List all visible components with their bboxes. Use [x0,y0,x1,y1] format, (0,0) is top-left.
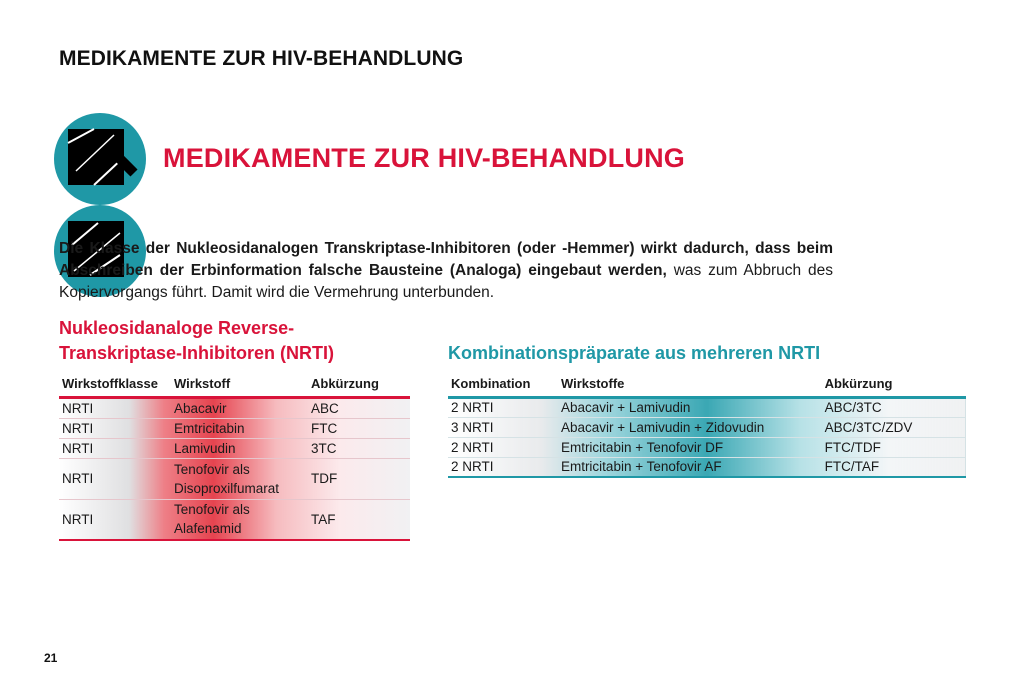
column-header: Wirkstoffe [560,375,625,391]
logo-mark-icon [54,205,146,297]
table-header-row: Wirkstoffklasse Wirkstoff Abkürzung [59,371,410,397]
intro-normal-text: was zum Abbruch des Kopiervorgangs führt… [59,262,833,301]
nrti-table: Wirkstoffklasse Wirkstoff Abkürzung NRTI… [59,371,410,541]
table-cell: FTC/TDF [821,437,966,457]
table-cell: Tenofovir als Disoproxilfumarat [174,461,280,496]
combination-table: Kombination Wirkstoffe Abkürzung 2 NRTI … [448,371,966,478]
table-row: NRTI Tenofovir als Disoproxilfumarat TDF [59,458,410,499]
table-cell: Emtricitabin + Tenofovir AF [560,459,722,475]
column-header: Wirkstoffklasse [62,375,158,391]
table-cell: Tenofovir als Alafenamid [174,502,250,537]
table-cell: 2 NRTI [451,459,494,475]
page-header-title: MEDIKAMENTE ZUR HIV-BEHANDLUNG [59,47,464,70]
table-cell: ABC/3TC [821,397,966,417]
table-cell: TAF [311,511,336,527]
table-cell: ABC [311,400,339,416]
table-cell: Abacavir + Lamivudin + Zidovudin [560,419,765,435]
logo-mark-icon [54,113,146,205]
table-row: NRTI Lamivudin 3TC [59,438,410,458]
table-cell: 3TC [311,440,337,456]
table-cell: NRTI [62,440,94,456]
nrti-table-heading: Nukleosidanaloge Reverse-Transkriptase-I… [59,318,335,363]
table-row: 2 NRTI Emtricitabin + Tenofovir DF FTC/T… [448,437,966,457]
table-row: NRTI Emtricitabin FTC [59,418,410,438]
page-number: 21 [44,651,58,665]
column-header: Kombination [451,375,531,391]
table-cell: NRTI [62,420,94,436]
intro-paragraph: Die Klasse der Nukleosidanalogen Transkr… [59,238,833,304]
table-cell: FTC/TAF [821,457,966,477]
table-cell: FTC [311,420,338,436]
table-cell: Emtricitabin [174,420,245,436]
table-cell: NRTI [62,511,94,527]
table-row: NRTI Abacavir ABC [59,397,410,418]
table-row: 2 NRTI Abacavir + Lamivudin ABC/3TC [448,397,966,417]
combo-table-heading: Kombinationspräparate aus mehreren NRTI [448,343,821,363]
table-cell: Abacavir + Lamivudin [560,400,691,415]
table-cell: ABC/3TC/ZDV [821,417,966,437]
table-cell: Lamivudin [174,440,236,456]
column-header: Abkürzung [311,375,379,391]
table-cell: 2 NRTI [451,439,494,455]
table-cell: 3 NRTI [451,419,494,435]
table-row: NRTI Tenofovir als Alafenamid TAF [59,499,410,540]
table-row: 3 NRTI Abacavir + Lamivudin + Zidovudin … [448,417,966,437]
column-header: Wirkstoff [174,375,231,391]
column-header: Abkürzung [824,375,893,391]
table-cell: Abacavir [174,400,227,416]
section-title: MEDIKAMENTE ZUR HIV-BEHANDLUNG [163,143,685,173]
table-cell: 2 NRTI [451,400,494,415]
table-cell: NRTI [62,400,94,416]
table-cell: NRTI [62,471,94,486]
intro-bold-text: Die Klasse der Nukleosidanalogen Transkr… [59,240,833,279]
table-cell: TDF [311,471,338,486]
table-header-row: Kombination Wirkstoffe Abkürzung [448,371,966,397]
table-row: 2 NRTI Emtricitabin + Tenofovir AF FTC/T… [448,457,966,477]
table-cell: Emtricitabin + Tenofovir DF [560,439,724,455]
